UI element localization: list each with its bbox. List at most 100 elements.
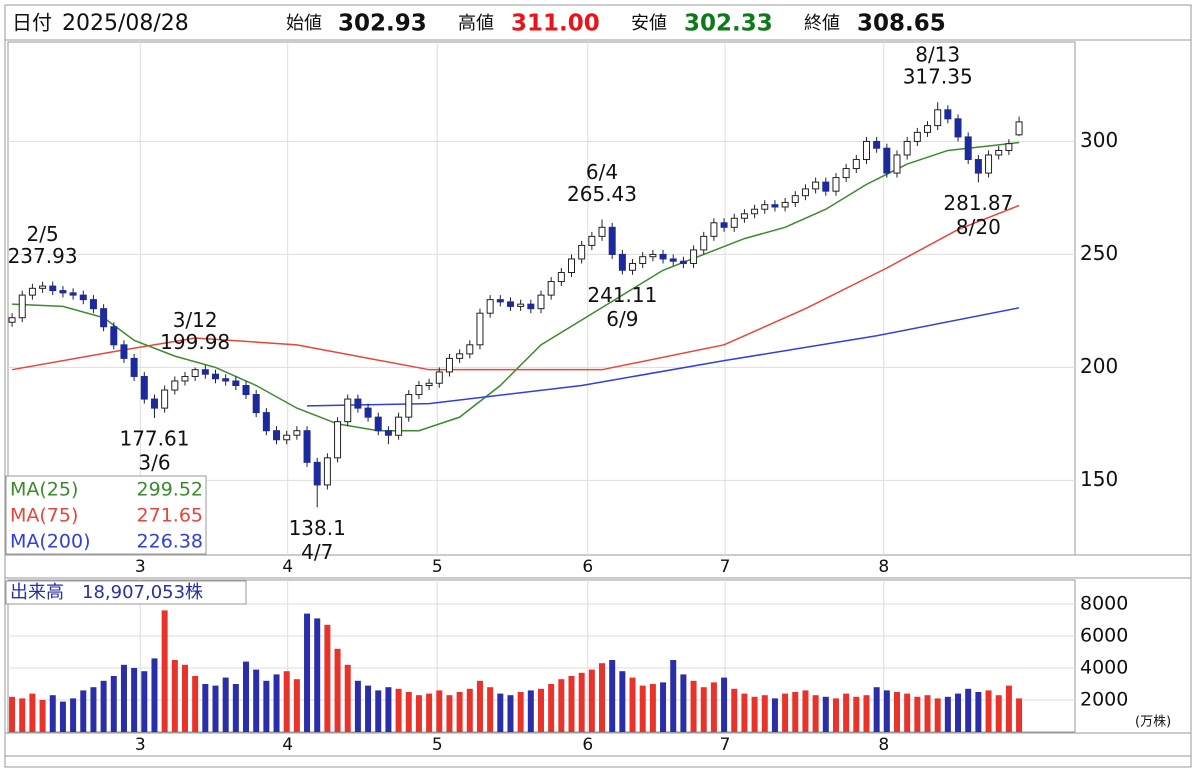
volume-bar xyxy=(293,679,300,732)
volume-bar xyxy=(59,701,66,732)
candle-body xyxy=(690,249,698,264)
volume-bar xyxy=(80,690,87,732)
volume-bar xyxy=(558,679,565,732)
volume-bar xyxy=(853,696,860,732)
volume-bar xyxy=(120,664,127,732)
volume-bar xyxy=(334,648,341,732)
volume-bar xyxy=(90,687,97,732)
candle-body xyxy=(445,357,453,373)
legend-name: MA(200) xyxy=(10,531,90,553)
candle-body xyxy=(140,375,148,400)
candle-body xyxy=(903,140,911,156)
volume-bar xyxy=(49,695,56,732)
volume-bar xyxy=(883,690,890,732)
candle-body xyxy=(191,369,199,377)
candle-body xyxy=(262,412,270,432)
candle-body xyxy=(201,369,209,375)
x-tick-label: 7 xyxy=(720,557,731,577)
candle-body xyxy=(456,353,464,359)
candle-body xyxy=(334,421,342,459)
candle-body xyxy=(39,285,47,289)
candle-body xyxy=(913,131,921,142)
volume-bar xyxy=(405,692,412,732)
annotation-date: 3/12 xyxy=(173,308,218,332)
candle-body xyxy=(252,394,260,414)
legend-box xyxy=(5,475,207,555)
volume-bar xyxy=(965,688,972,732)
annotation-date: 6/9 xyxy=(606,307,638,331)
volume-bar xyxy=(985,690,992,732)
candle-body xyxy=(995,149,1003,156)
volume-bar xyxy=(771,698,778,732)
volume-bar xyxy=(446,695,453,732)
candle-body xyxy=(384,430,392,436)
x-tick-label: 8 xyxy=(878,735,889,755)
volume-bar xyxy=(466,688,473,732)
volume-bar xyxy=(537,688,544,732)
candle-body xyxy=(730,217,738,228)
y-tick-label: 250 xyxy=(1080,241,1118,265)
volume-bar xyxy=(588,669,595,732)
volume-bar xyxy=(599,663,606,732)
candle-body xyxy=(893,154,901,174)
candle-body xyxy=(374,416,382,432)
candle-body xyxy=(49,285,57,292)
volume-bar xyxy=(324,624,331,732)
volume-bar xyxy=(700,687,707,732)
candle-body xyxy=(1015,121,1023,136)
low-label: 安値 xyxy=(631,13,667,34)
volume-bar xyxy=(304,613,311,732)
legend-name: MA(25) xyxy=(10,479,78,501)
candle-body xyxy=(79,294,87,301)
volume-bar xyxy=(792,692,799,732)
volume-bar xyxy=(995,695,1002,732)
volume-bar xyxy=(365,685,372,732)
x-tick-label: 8 xyxy=(878,557,889,577)
annotation-date: 4/7 xyxy=(301,540,333,564)
candle-body xyxy=(303,430,311,463)
volume-bar xyxy=(639,685,646,732)
candle-body xyxy=(425,382,433,387)
volume-title-box xyxy=(5,580,247,605)
candle-body xyxy=(283,434,291,441)
volume-bar xyxy=(741,693,748,732)
candle-body xyxy=(934,109,942,127)
annotation-date: 3/6 xyxy=(138,451,170,475)
candle-body xyxy=(395,416,403,436)
candle-body xyxy=(496,299,504,303)
candle-body xyxy=(791,195,799,203)
candle-body xyxy=(323,457,331,486)
candle-body xyxy=(547,281,555,296)
candle-body xyxy=(862,140,870,161)
volume-bar xyxy=(761,695,768,732)
volume-bar xyxy=(243,661,250,732)
annotation-value: 237.93 xyxy=(8,244,78,268)
candle-body xyxy=(18,294,26,319)
ma-line xyxy=(11,204,1020,371)
volume-bar xyxy=(955,693,962,732)
x-tick-label: 3 xyxy=(135,735,146,755)
volume-bar xyxy=(70,698,77,732)
candle-body xyxy=(700,235,708,251)
y-tick-label: 8000 xyxy=(1080,593,1128,615)
candle-body xyxy=(476,312,484,346)
candle-body xyxy=(954,118,962,138)
volume-bar xyxy=(924,695,931,732)
candle-body xyxy=(608,226,616,255)
volume-bar xyxy=(273,674,280,732)
candle-body xyxy=(618,253,626,271)
volume-bar xyxy=(415,695,422,732)
annotation-value: 265.43 xyxy=(567,182,637,206)
y-tick-label: 6000 xyxy=(1080,625,1128,647)
candle-body xyxy=(801,188,809,197)
volume-bar xyxy=(843,693,850,732)
candle-body xyxy=(212,373,220,380)
volume-bar xyxy=(161,610,168,732)
candle-body xyxy=(842,168,850,179)
x-tick-label: 7 xyxy=(720,735,731,755)
x-tick-label: 4 xyxy=(282,735,293,755)
volume-bar xyxy=(436,690,443,732)
candle-body xyxy=(598,226,606,237)
candle-body xyxy=(964,136,972,161)
annotation-date: 8/13 xyxy=(915,43,960,67)
